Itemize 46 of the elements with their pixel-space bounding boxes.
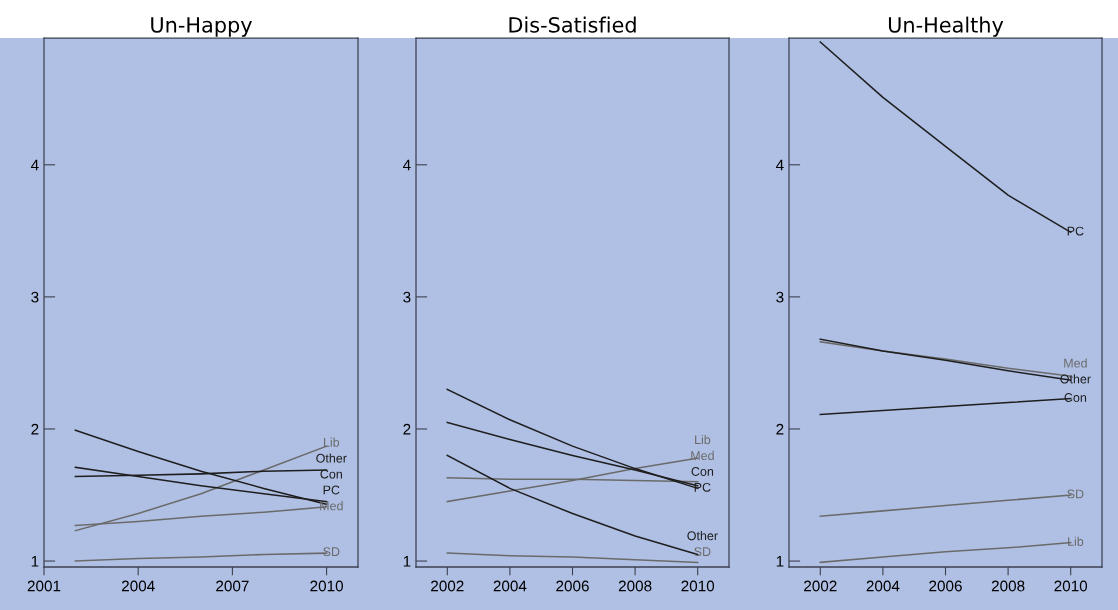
series-label: Other bbox=[316, 453, 347, 463]
x-tick-label: 2006 bbox=[556, 580, 589, 592]
x-tick-label: 2001 bbox=[27, 580, 61, 592]
series-label: Con bbox=[1064, 393, 1087, 402]
x-tick-label: 2006 bbox=[929, 580, 962, 592]
y-tick-label: 1 bbox=[403, 556, 411, 567]
series-label: Con bbox=[691, 467, 714, 476]
x-tick-label: 2010 bbox=[1054, 580, 1088, 592]
y-tick-label: 4 bbox=[402, 159, 411, 171]
y-tick-label: 2 bbox=[403, 423, 411, 435]
y-tick-label: 3 bbox=[776, 291, 784, 303]
chart-title: Dis-Satisfied bbox=[509, 16, 636, 33]
series-label: SD bbox=[323, 547, 340, 557]
series-label: Con bbox=[320, 469, 342, 479]
chart-title: Un-Happy bbox=[151, 17, 252, 37]
series-label: PC bbox=[323, 485, 340, 495]
y-tick-label: 2 bbox=[776, 423, 784, 435]
x-tick-label: 2010 bbox=[681, 580, 715, 592]
y-tick-label: 1 bbox=[776, 556, 784, 567]
x-tick-label: 2007 bbox=[216, 580, 249, 592]
series-label: Med bbox=[691, 450, 714, 461]
series-label: SD bbox=[694, 547, 711, 557]
chart-title: Un-Healthy bbox=[888, 16, 1004, 37]
x-tick-label: 2008 bbox=[618, 580, 652, 592]
x-tick-label: 2010 bbox=[310, 580, 343, 592]
y-tick-label: 4 bbox=[30, 159, 39, 171]
x-tick-label: 2004 bbox=[493, 580, 527, 592]
series-label: Med bbox=[1064, 358, 1087, 368]
x-tick-label: 2004 bbox=[121, 580, 155, 592]
series-label: Other bbox=[687, 531, 718, 541]
x-tick-label: 2004 bbox=[866, 580, 900, 592]
x-tick-label: 2002 bbox=[804, 580, 837, 592]
series-label: Lib bbox=[324, 437, 340, 447]
series-label: PC bbox=[1067, 226, 1084, 236]
series-label: Lib bbox=[1068, 536, 1084, 546]
y-tick-label: 3 bbox=[403, 291, 411, 303]
x-tick-label: 2008 bbox=[991, 580, 1025, 592]
y-tick-label: 3 bbox=[31, 291, 39, 303]
x-tick-label: 2002 bbox=[431, 580, 464, 592]
series-label: Other bbox=[1060, 374, 1091, 384]
series-label: PC bbox=[694, 482, 711, 492]
series-label: Lib bbox=[695, 434, 711, 445]
series-label: SD bbox=[1067, 489, 1084, 499]
y-tick-label: 4 bbox=[775, 159, 784, 171]
y-tick-label: 1 bbox=[31, 556, 39, 567]
y-tick-label: 2 bbox=[31, 423, 39, 435]
